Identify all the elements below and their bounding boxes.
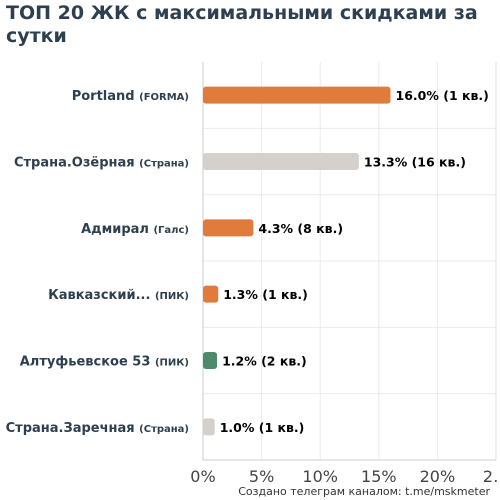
bar-value-label: 13.3% (16 кв.) [364,155,466,170]
category-name: Portland [72,89,139,104]
category-label: Страна.Заречная (Страна) [6,421,189,436]
bar [203,418,215,436]
bar-value-label: 1.3% (1 кв.) [223,287,308,302]
x-tick-label: 2… [483,467,500,486]
bar [203,352,218,369]
category-label: Страна.Озёрная (Страна) [14,156,189,171]
category-developer: (ПИК) [155,291,189,302]
category-name: Кавказский... [48,288,155,303]
category-name: Страна.Заречная [6,421,140,436]
category-label: Адмирал (Галс) [81,222,189,237]
x-tick-label: 5% [249,467,274,486]
bar [203,285,219,303]
category-developer: (Страна) [139,424,189,435]
category-developer: (ПИК) [155,358,189,369]
footer-credit: Создано телеграм каналом: t.me/mskmeter [238,485,490,498]
category-name: Адмирал [81,222,153,237]
bar-value-label: 4.3% (8 кв.) [258,221,343,236]
category-label: Алтуфьевское 53 (ПИК) [20,355,189,370]
category-label: Portland (FORMA) [72,89,189,104]
category-name: Страна.Озёрная [14,156,139,171]
bar [203,153,359,170]
bar-value-label: 1.2% (2 кв.) [222,354,307,369]
category-developer: (FORMA) [139,92,189,103]
x-tick-label: 10% [302,467,338,486]
category-name: Алтуфьевское 53 [20,355,155,370]
bar [203,219,254,237]
category-developer: (Страна) [139,159,189,170]
x-tick-label: 20% [420,467,456,486]
bar-value-label: 1.0% (1 кв.) [220,420,305,435]
bar [203,86,391,104]
x-tick-label: 15% [361,467,397,486]
bar-value-label: 16.0% (1 кв.) [396,88,489,103]
x-tick-label: 0% [190,467,215,486]
chart-title: ТОП 20 ЖК с максимальными скидками за су… [6,2,478,47]
category-developer: (Галс) [153,225,189,236]
category-label: Кавказский... (ПИК) [48,288,189,303]
